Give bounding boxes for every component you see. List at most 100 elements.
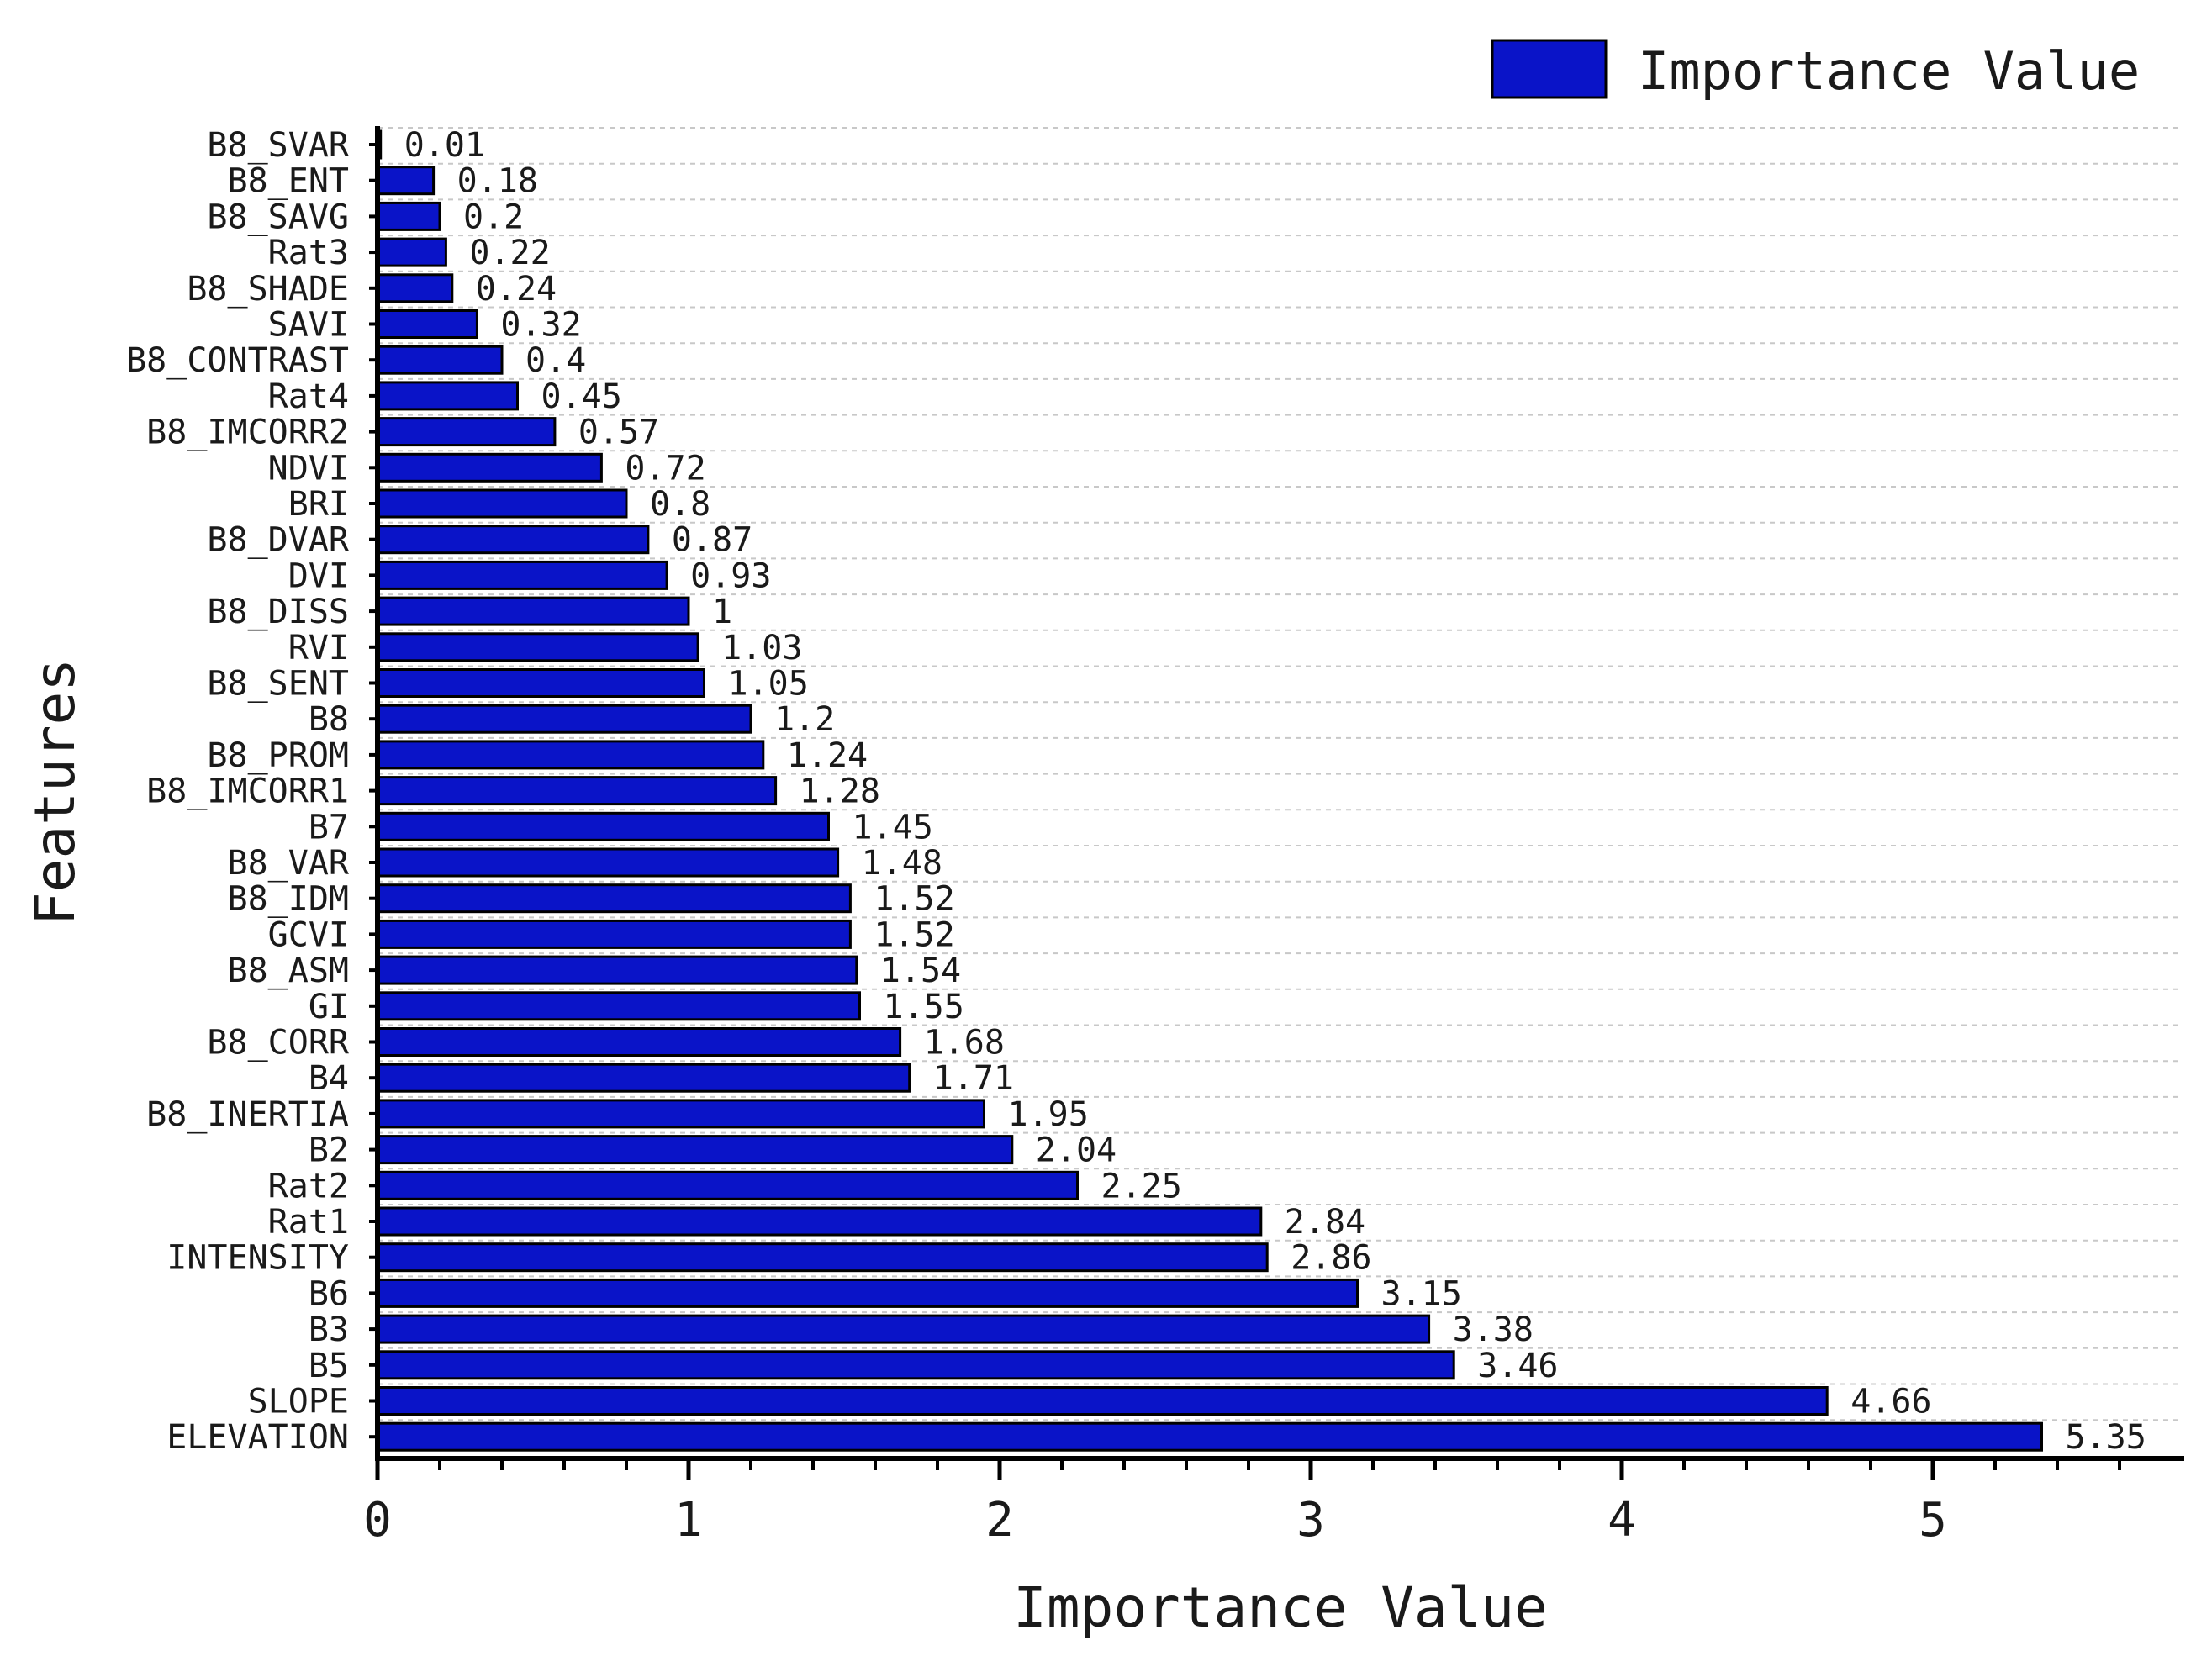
value-label: 5.35	[2066, 1418, 2146, 1457]
value-label: 0.24	[476, 270, 557, 309]
category-label: B2	[309, 1131, 349, 1170]
value-label: 0.18	[457, 162, 538, 201]
value-label: 1.71	[933, 1059, 1014, 1098]
value-label: 1.68	[924, 1024, 1005, 1063]
value-label: 1.05	[728, 665, 809, 704]
bar-bri	[376, 488, 628, 519]
category-label: INTENSITY	[166, 1239, 349, 1278]
category-label: SAVI	[268, 306, 349, 345]
bar-rat1	[376, 1206, 1263, 1237]
bar-b8_asm	[376, 955, 858, 985]
category-label: B8_PROM	[207, 736, 349, 775]
category-label: GCVI	[268, 915, 349, 954]
category-label: NDVI	[268, 449, 349, 488]
category-label: B8_CONTRAST	[126, 341, 349, 380]
bar-b2	[376, 1135, 1014, 1165]
value-label: 2.04	[1036, 1131, 1117, 1170]
value-label: 1.52	[874, 915, 954, 954]
category-label: BRI	[288, 485, 349, 524]
value-label: 1.55	[884, 988, 964, 1026]
x-tick-label: 2	[985, 1493, 1014, 1548]
category-label: B8	[309, 700, 349, 739]
value-label: 1.48	[862, 844, 942, 883]
value-label: 1.45	[853, 808, 933, 846]
bar-b6	[376, 1278, 1359, 1308]
value-label: 1.95	[1008, 1095, 1089, 1134]
value-label: 0.8	[650, 485, 710, 524]
bar-intensity	[376, 1242, 1269, 1273]
category-label: DVI	[288, 556, 349, 595]
x-tick-label: 0	[363, 1493, 392, 1548]
y-axis-title: Features	[23, 658, 87, 926]
category-label: B8_SVAR	[207, 126, 349, 165]
bar-gi	[376, 991, 861, 1021]
category-label: B8_IMCORR2	[146, 414, 349, 452]
category-label: B4	[309, 1059, 349, 1098]
value-label: 0.01	[404, 126, 485, 165]
value-label: 1.28	[800, 773, 880, 811]
bar-b8_imcorr2	[376, 417, 557, 447]
category-label: GI	[309, 988, 349, 1026]
value-label: 1.2	[774, 700, 835, 739]
category-label: B8_ASM	[228, 952, 350, 990]
axis-layer	[369, 126, 2184, 1480]
bar-savi	[376, 309, 478, 339]
bar-b8_sent	[376, 668, 705, 698]
bar-b8	[376, 704, 752, 734]
value-label: 2.25	[1101, 1167, 1182, 1205]
category-label: B8_SAVG	[207, 198, 349, 236]
category-label: Rat3	[268, 234, 349, 272]
value-label: 0.4	[525, 341, 586, 380]
value-label: 0.45	[541, 377, 622, 416]
bar-b4	[376, 1063, 911, 1093]
category-label: Rat1	[268, 1203, 349, 1242]
bar-b8_prom	[376, 740, 765, 770]
value-label: 1.54	[880, 952, 961, 990]
category-label: B8_DISS	[207, 593, 349, 631]
value-label: 0.72	[625, 449, 705, 488]
category-label: B8_INERTIA	[146, 1095, 349, 1134]
category-label: RVI	[288, 629, 349, 667]
bar-b8_contrast	[376, 345, 504, 375]
category-label: B8_DVAR	[207, 521, 349, 560]
value-label: 3.46	[1477, 1347, 1558, 1385]
category-label: B7	[309, 808, 349, 846]
legend-swatch	[1491, 39, 1608, 99]
bar-b5	[376, 1350, 1455, 1380]
bar-rat2	[376, 1170, 1079, 1200]
bar-rvi	[376, 632, 699, 662]
bar-b8_corr	[376, 1027, 902, 1057]
bar-elevation	[376, 1421, 2043, 1452]
x-tick-label: 1	[674, 1493, 703, 1548]
bar-b8_inertia	[376, 1099, 985, 1129]
value-label: 3.38	[1453, 1311, 1534, 1349]
category-label: B8_IDM	[228, 880, 350, 919]
value-label: 1.03	[721, 629, 802, 667]
category-label: B8_VAR	[228, 844, 350, 883]
bar-b8_ent	[376, 166, 436, 196]
value-label: 4.66	[1850, 1383, 1931, 1421]
x-tick-label: 5	[1919, 1493, 1947, 1548]
bar-b8_diss	[376, 596, 690, 626]
grid-layer	[377, 127, 2182, 1421]
bar-b8_dvar	[376, 525, 650, 555]
value-label: 2.86	[1291, 1239, 1371, 1278]
bar-dvi	[376, 560, 668, 590]
value-label: 2.84	[1285, 1203, 1365, 1242]
legend: Importance Value	[1491, 39, 2140, 102]
value-label: 0.87	[672, 521, 752, 560]
category-label: B8_SHADE	[187, 270, 349, 309]
value-label: 3.15	[1381, 1274, 1462, 1313]
category-label: Rat4	[268, 377, 349, 416]
category-label: Rat2	[268, 1167, 349, 1205]
category-label: B8_IMCORR1	[146, 773, 349, 811]
category-label: SLOPE	[248, 1383, 349, 1421]
value-label: 0.57	[578, 414, 659, 452]
bars-layer	[376, 129, 2043, 1452]
value-label: 0.32	[500, 306, 581, 345]
bar-b8_shade	[376, 273, 454, 303]
value-label: 1.24	[787, 736, 868, 775]
category-label: B8_CORR	[207, 1024, 349, 1063]
bar-rat4	[376, 381, 519, 411]
